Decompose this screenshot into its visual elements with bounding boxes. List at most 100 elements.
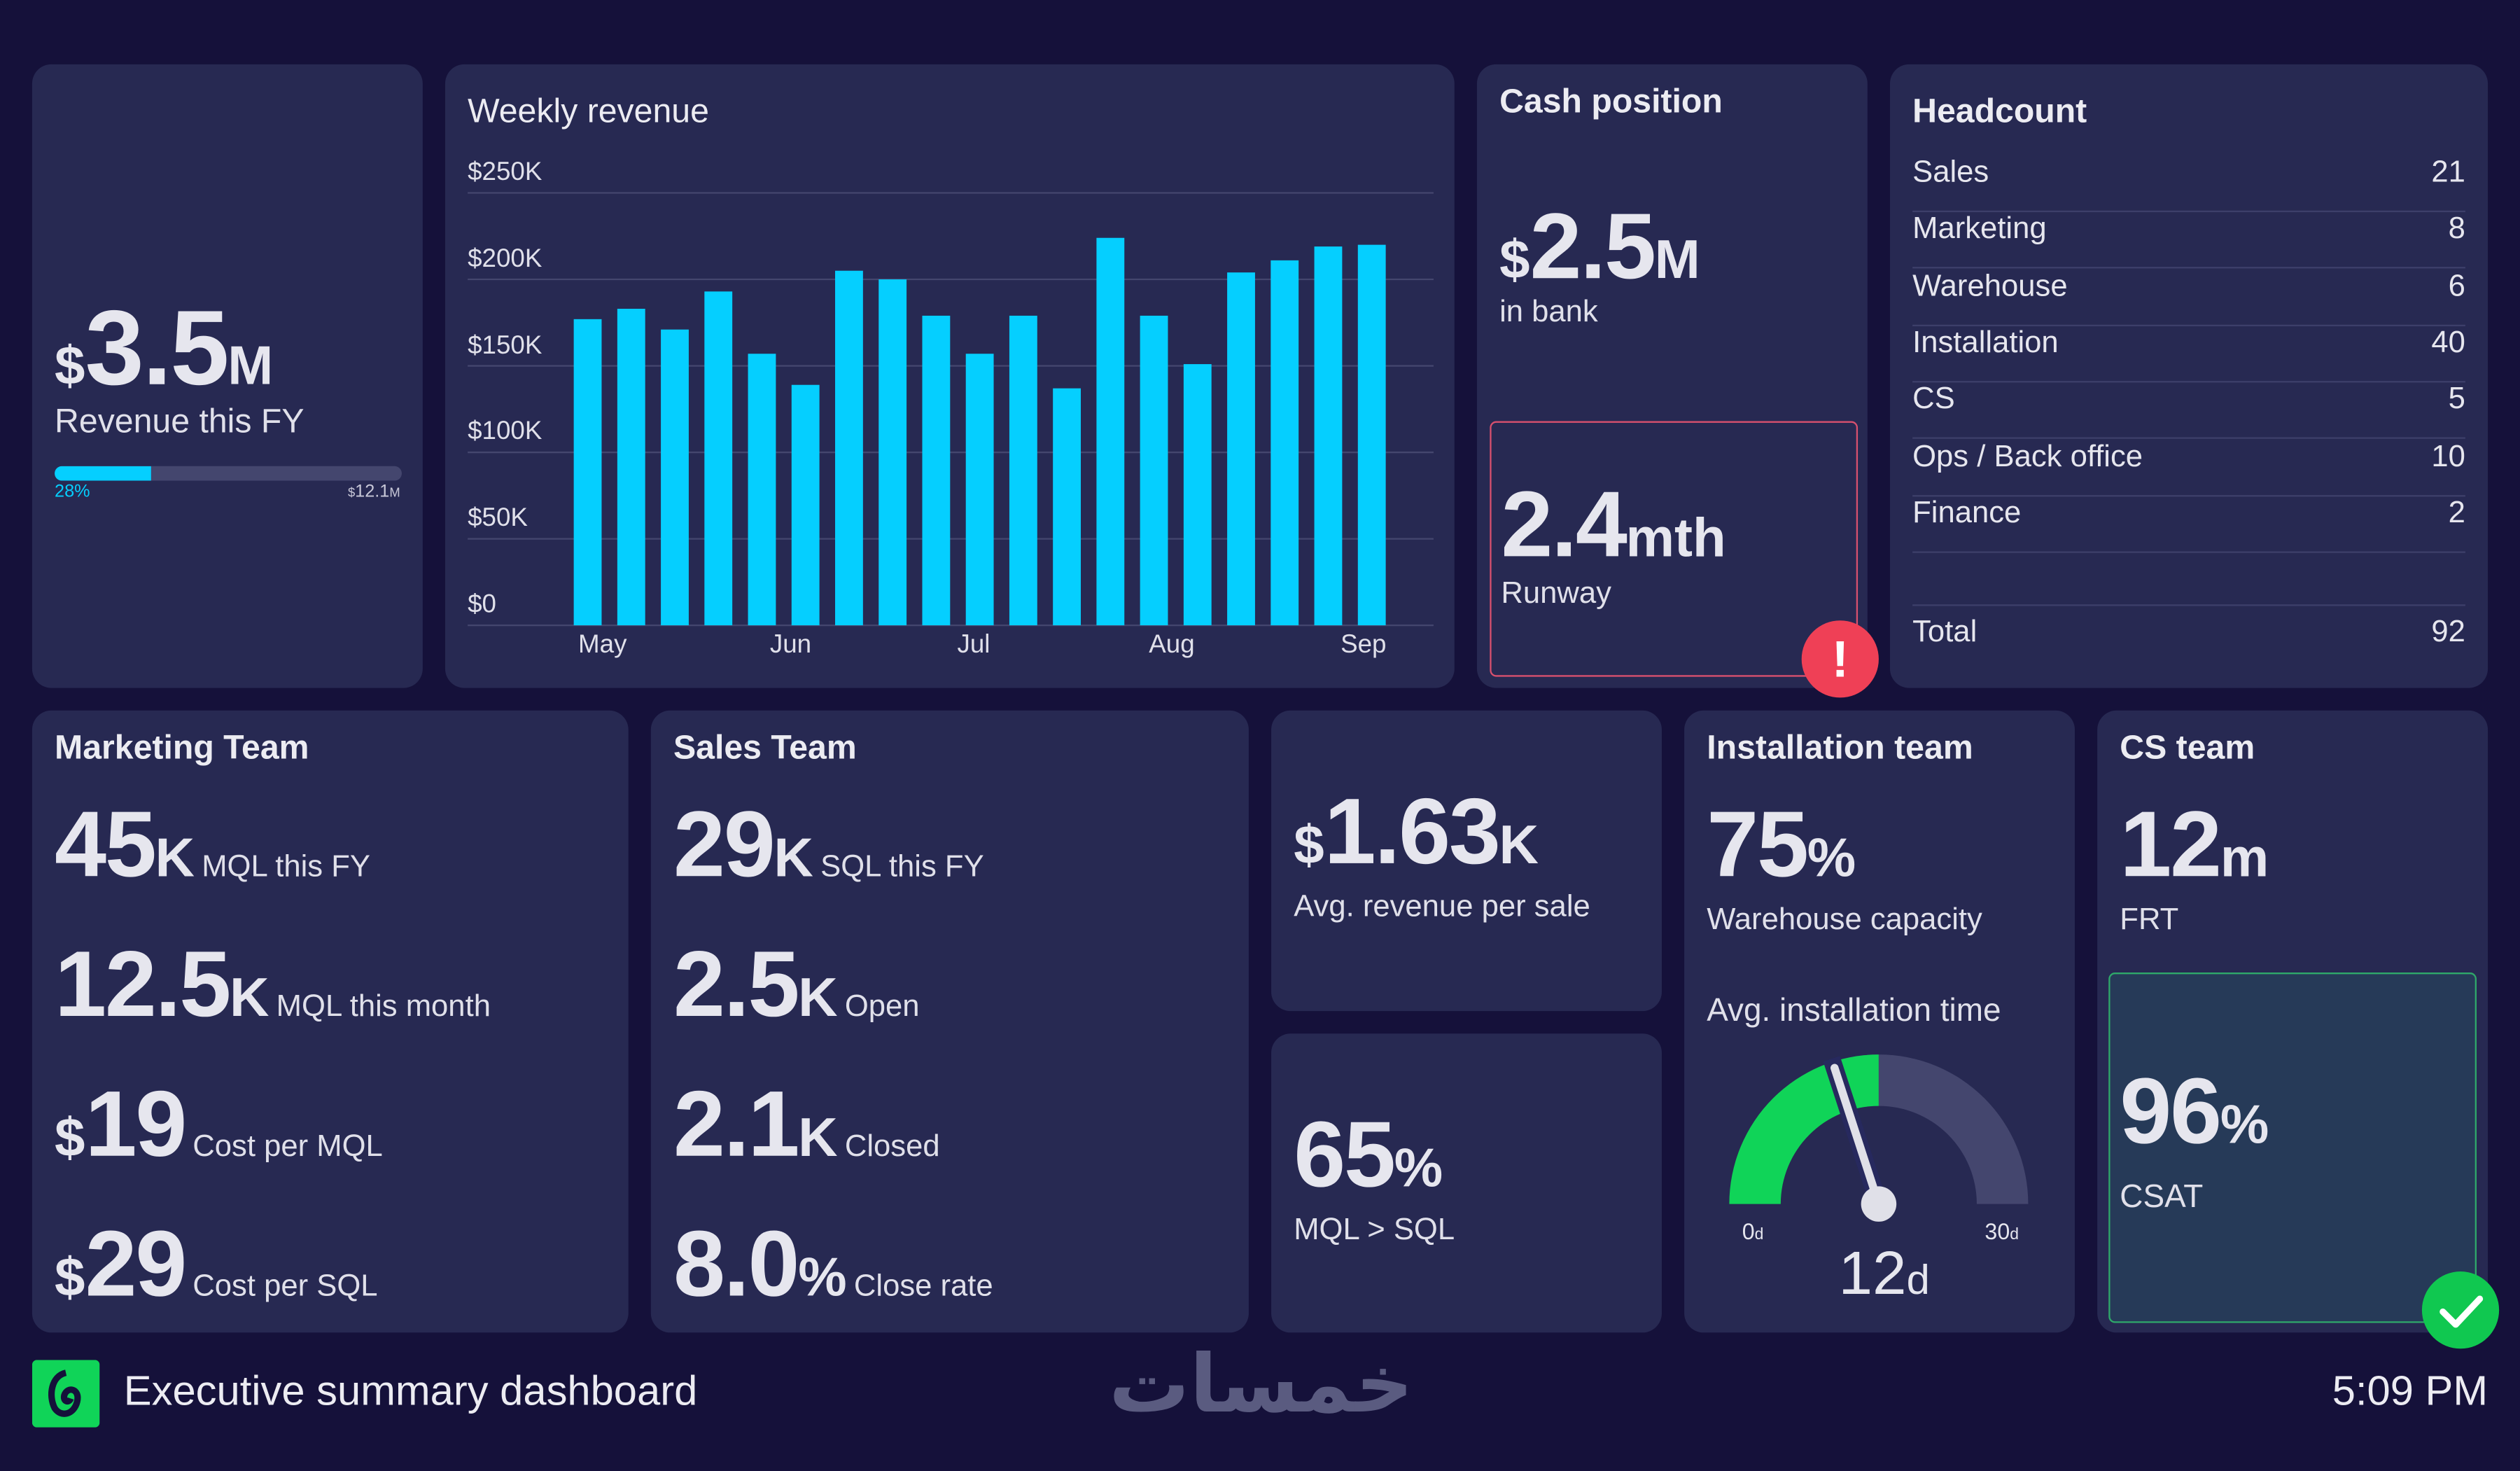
unit: K bbox=[774, 828, 813, 889]
avg-revenue-card: $1.63K Avg. revenue per sale bbox=[1271, 710, 1662, 1012]
total-label: Total bbox=[1912, 615, 1977, 650]
weekly-revenue-card: Weekly revenue $250K $200K $150K $100K $50K $… bbox=[444, 64, 1455, 688]
bar bbox=[704, 291, 733, 626]
bar bbox=[573, 319, 602, 626]
gauge-value: 12 bbox=[1838, 1241, 1907, 1309]
unit: % bbox=[1394, 1138, 1443, 1199]
value: 19 bbox=[85, 1072, 188, 1177]
value: 45 bbox=[55, 792, 157, 898]
gauge-needle bbox=[1830, 1064, 1883, 1208]
card-title: Cash position bbox=[1499, 83, 1723, 121]
bar bbox=[617, 309, 645, 626]
row-value: 8 bbox=[2448, 212, 2465, 246]
unit: K bbox=[798, 968, 838, 1029]
label: Avg. revenue per sale bbox=[1294, 890, 1590, 925]
headcount-row: Ops / Back office 10 bbox=[1912, 440, 2465, 496]
row-label: Finance bbox=[1912, 496, 2022, 531]
value: 29 bbox=[673, 792, 776, 898]
row-value: 6 bbox=[2448, 269, 2465, 303]
card-title: CS team bbox=[2120, 730, 2255, 767]
row-label: Installation bbox=[1912, 326, 2059, 361]
bar bbox=[1357, 244, 1386, 626]
revenue-value: $3.5M bbox=[55, 286, 273, 408]
total-value: 92 bbox=[2431, 615, 2465, 650]
value: 12.5 bbox=[55, 932, 231, 1037]
row-value: 10 bbox=[2431, 439, 2465, 474]
bar bbox=[748, 354, 776, 626]
currency: $ bbox=[55, 335, 85, 398]
y-tick-label: $250K bbox=[468, 159, 542, 187]
gauge-max: 30 bbox=[1984, 1218, 2010, 1245]
closed: 2.1K Closed bbox=[673, 1071, 940, 1178]
x-tick-label: Aug bbox=[1149, 632, 1195, 660]
progress-percent: 28% bbox=[55, 482, 90, 502]
headcount-row: Installation 40 bbox=[1912, 326, 2465, 383]
bar-chart: $250K $200K $150K $100K $50K $0 May Jun Jul Aug Se… bbox=[445, 64, 1455, 688]
row-value: 2 bbox=[2448, 496, 2465, 531]
unit: d bbox=[2010, 1226, 2019, 1245]
mql-fy: 45K MQL this FY bbox=[55, 791, 370, 899]
row-label: Sales bbox=[1912, 155, 1989, 190]
bar bbox=[922, 315, 951, 626]
marketing-team-card: Marketing Team 45K MQL this FY 12.5K MQL… bbox=[31, 710, 629, 1333]
label: Cost per SQL bbox=[192, 1269, 378, 1304]
unit: K bbox=[1499, 815, 1539, 877]
headcount-total: Total 92 bbox=[1912, 615, 2465, 671]
bar bbox=[1183, 364, 1212, 626]
bar bbox=[1096, 237, 1125, 626]
value: 65 bbox=[1294, 1102, 1396, 1208]
bar bbox=[1227, 272, 1255, 626]
y-tick-label: $150K bbox=[468, 332, 542, 360]
cash-position-card: Cash position $2.5M in bank 2.4mth Runwa… bbox=[1476, 64, 1879, 698]
gauge-min: 0 bbox=[1742, 1218, 1755, 1245]
installation-team-card: Installation team 75% Warehouse capacity… bbox=[1684, 710, 2076, 1333]
x-tick-label: May bbox=[578, 632, 627, 660]
dashboard-title: Executive summary dashboard bbox=[123, 1366, 698, 1415]
open: 2.5K Open bbox=[673, 930, 920, 1038]
cs-team-card: CS team 12m FRT 96% CSAT bbox=[2097, 710, 2500, 1349]
gauge-title: Avg. installation time bbox=[1707, 993, 2001, 1029]
gauge bbox=[1729, 1054, 2029, 1222]
bar bbox=[1314, 246, 1343, 626]
headcount-spacer bbox=[1912, 550, 2465, 606]
headcount-row: Marketing 8 bbox=[1912, 212, 2465, 270]
row-label: CS bbox=[1912, 382, 1955, 417]
watermark-logo: خمسات bbox=[1109, 1337, 1414, 1431]
progress-fill bbox=[55, 466, 152, 481]
revenue-label: Revenue this FY bbox=[55, 403, 304, 441]
mql-sql-card: 65% MQL > SQL bbox=[1271, 1033, 1662, 1333]
row-label: Warehouse bbox=[1912, 269, 2068, 303]
clock: 5:09 PM bbox=[2332, 1366, 2488, 1415]
label: FRT bbox=[2120, 903, 2179, 937]
currency: $ bbox=[1499, 230, 1530, 291]
bar bbox=[1140, 315, 1168, 626]
cash-value: $2.5M bbox=[1499, 193, 1700, 301]
value: 2.5 bbox=[1530, 194, 1657, 300]
row-label: Ops / Back office bbox=[1912, 439, 2143, 474]
x-tick-label: Jul bbox=[957, 632, 990, 660]
unit: m bbox=[2220, 828, 2269, 889]
currency: $ bbox=[55, 1107, 85, 1169]
label: CSAT bbox=[2120, 1180, 2204, 1215]
y-tick-label: $100K bbox=[468, 418, 542, 446]
cash-label: in bank bbox=[1499, 295, 1598, 330]
runway-box: 2.4mth Runway bbox=[1490, 421, 1858, 677]
label: MQL > SQL bbox=[1294, 1213, 1455, 1248]
value: 75 bbox=[1707, 792, 1809, 898]
label: Open bbox=[844, 990, 920, 1024]
card-title: Sales Team bbox=[673, 730, 857, 767]
x-tick-label: Jun bbox=[769, 632, 812, 660]
value: 8.0 bbox=[673, 1212, 800, 1317]
unit: % bbox=[1807, 828, 1856, 889]
row-value: 40 bbox=[2431, 326, 2465, 361]
bar bbox=[965, 354, 994, 626]
unit: K bbox=[798, 1107, 838, 1169]
currency: $ bbox=[1294, 815, 1324, 877]
x-tick-label: Sep bbox=[1340, 632, 1387, 660]
card-title: Installation team bbox=[1707, 730, 1973, 767]
close-rate: 8.0% Close rate bbox=[673, 1211, 993, 1318]
unit: % bbox=[798, 1247, 847, 1309]
currency: $ bbox=[347, 485, 356, 501]
y-tick-label: $0 bbox=[468, 591, 496, 619]
